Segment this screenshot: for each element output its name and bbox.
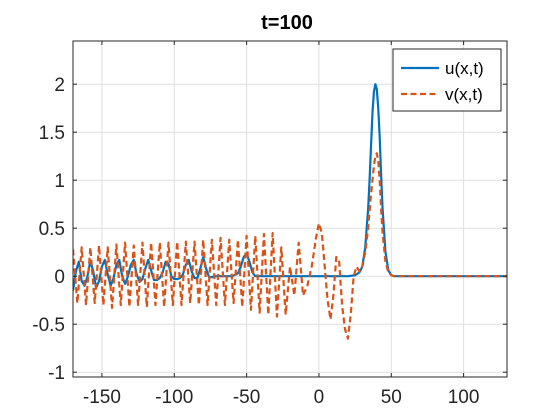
x-tick-label-3: 0 xyxy=(314,387,325,408)
legend: u(x,t) v(x,t) xyxy=(392,48,502,112)
legend-label-0: u(x,t) xyxy=(445,59,484,78)
chart-title: t=100 xyxy=(261,12,313,34)
axes: -150 -100 -50 0 50 100 -1 -0.5 0 0.5 1 1.5 2 xyxy=(32,40,508,408)
series-line-1 xyxy=(73,152,507,340)
y-tick-label-6: 2 xyxy=(54,75,65,96)
y-tick-label-0: -1 xyxy=(48,363,65,384)
x-tick-label-0: -150 xyxy=(83,387,121,408)
y-tick-label-2: 0 xyxy=(54,267,65,288)
legend-label-1: v(x,t) xyxy=(445,85,483,104)
y-tick-label-1: -0.5 xyxy=(32,315,65,336)
x-tick-label-5: 100 xyxy=(448,387,480,408)
y-tick-label-4: 1 xyxy=(54,171,65,192)
y-tick-label-5: 1.5 xyxy=(39,123,65,144)
plot-area xyxy=(73,83,507,340)
legend-box xyxy=(392,48,502,112)
axes-box xyxy=(72,40,508,378)
x-tick-label-1: -100 xyxy=(155,387,193,408)
y-tick-label-3: 0.5 xyxy=(39,219,65,240)
x-tick-label-2: -50 xyxy=(233,387,260,408)
x-tick-label-4: 50 xyxy=(381,387,402,408)
grid xyxy=(73,41,507,377)
series-line-0 xyxy=(73,83,507,291)
